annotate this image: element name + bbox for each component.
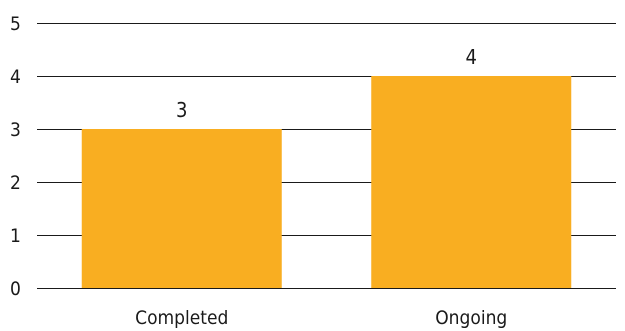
y-tick-label-2: 2: [10, 172, 21, 194]
y-tick-label-1: 1: [10, 225, 21, 247]
x-tick-label-completed: Completed: [135, 307, 228, 329]
y-axis-ticks: 0 1 2 3 4 5: [10, 13, 21, 300]
x-axis-labels: Completed Ongoing: [135, 307, 507, 329]
bars: [81, 76, 572, 288]
bar-completed: [81, 129, 282, 288]
y-tick-label-5: 5: [10, 13, 21, 35]
data-label-completed: 3: [176, 98, 187, 122]
x-tick-label-ongoing: Ongoing: [435, 307, 507, 329]
data-labels: 34: [176, 45, 477, 122]
bar-ongoing: [371, 76, 572, 288]
y-tick-label-3: 3: [10, 119, 21, 141]
data-label-ongoing: 4: [466, 45, 477, 69]
y-tick-label-4: 4: [10, 66, 21, 88]
y-tick-label-0: 0: [10, 278, 21, 300]
